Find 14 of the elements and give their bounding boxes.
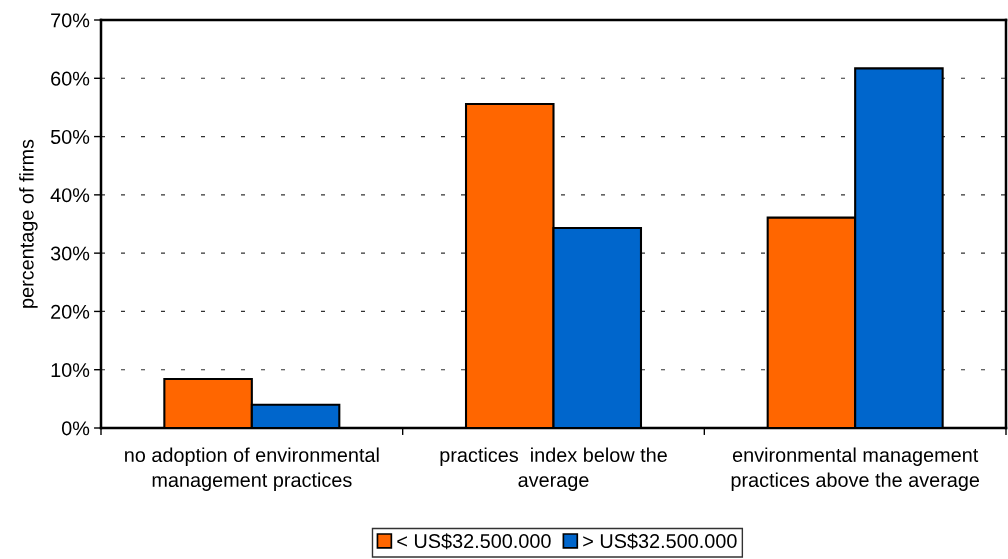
- y-tick-label: 30%: [50, 246, 90, 261]
- x-tick-label: no adoption of environmental management practices: [125, 447, 379, 491]
- y-tick-label: 10%: [51, 363, 90, 378]
- y-tick-label: 70%: [51, 13, 90, 28]
- y-tick-label: 50%: [50, 129, 90, 144]
- legend-label: < US$32.500.000: [397, 533, 551, 550]
- x-tick-label: practices index below the average: [440, 447, 667, 491]
- y-tick-label: 60%: [51, 71, 90, 86]
- legend-label: > US$32.500.000: [583, 533, 737, 550]
- y-tick-label: 40%: [50, 188, 90, 203]
- x-tick-label: environmental management practices above the average: [731, 447, 980, 491]
- y-tick-label: 0%: [61, 421, 90, 436]
- y-axis-title: percentage of firms: [19, 139, 38, 308]
- y-tick-label: 20%: [51, 304, 90, 319]
